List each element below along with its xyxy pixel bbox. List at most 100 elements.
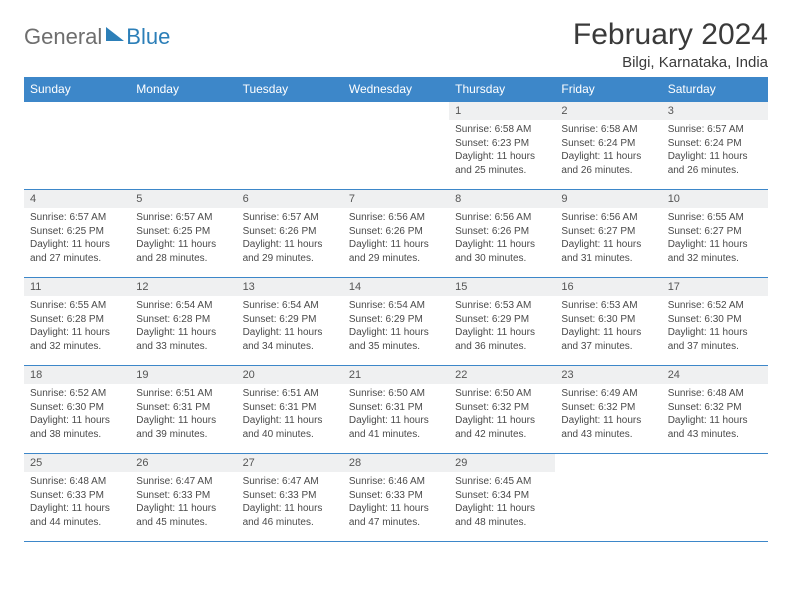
day-number: 16 (555, 278, 661, 296)
day-number: 28 (343, 454, 449, 472)
calendar-day-cell: 9Sunrise: 6:56 AMSunset: 6:27 PMDaylight… (555, 190, 661, 278)
page-header: General Blue February 2024 Bilgi, Karnat… (24, 18, 768, 71)
day-data: Sunrise: 6:50 AMSunset: 6:31 PMDaylight:… (343, 384, 449, 445)
calendar-day-cell: 2Sunrise: 6:58 AMSunset: 6:24 PMDaylight… (555, 102, 661, 190)
calendar-day-cell: 29Sunrise: 6:45 AMSunset: 6:34 PMDayligh… (449, 454, 555, 542)
calendar-day-cell: 13Sunrise: 6:54 AMSunset: 6:29 PMDayligh… (237, 278, 343, 366)
calendar-body: 1Sunrise: 6:58 AMSunset: 6:23 PMDaylight… (24, 102, 768, 542)
day-data: Sunrise: 6:56 AMSunset: 6:26 PMDaylight:… (449, 208, 555, 269)
weekday-header: Tuesday (237, 77, 343, 102)
day-number: 15 (449, 278, 555, 296)
calendar-week-row: 4Sunrise: 6:57 AMSunset: 6:25 PMDaylight… (24, 190, 768, 278)
day-number: 6 (237, 190, 343, 208)
calendar-day-cell: 17Sunrise: 6:52 AMSunset: 6:30 PMDayligh… (662, 278, 768, 366)
day-data: Sunrise: 6:56 AMSunset: 6:27 PMDaylight:… (555, 208, 661, 269)
calendar-day-cell (130, 102, 236, 190)
day-data: Sunrise: 6:48 AMSunset: 6:33 PMDaylight:… (24, 472, 130, 533)
calendar-day-cell (555, 454, 661, 542)
day-data: Sunrise: 6:57 AMSunset: 6:25 PMDaylight:… (24, 208, 130, 269)
brand-logo: General Blue (24, 18, 170, 50)
calendar-week-row: 18Sunrise: 6:52 AMSunset: 6:30 PMDayligh… (24, 366, 768, 454)
calendar-day-cell (237, 102, 343, 190)
day-number: 8 (449, 190, 555, 208)
day-data: Sunrise: 6:57 AMSunset: 6:25 PMDaylight:… (130, 208, 236, 269)
calendar-day-cell: 12Sunrise: 6:54 AMSunset: 6:28 PMDayligh… (130, 278, 236, 366)
day-number: 25 (24, 454, 130, 472)
day-data: Sunrise: 6:57 AMSunset: 6:26 PMDaylight:… (237, 208, 343, 269)
day-data: Sunrise: 6:45 AMSunset: 6:34 PMDaylight:… (449, 472, 555, 533)
weekday-header: Thursday (449, 77, 555, 102)
calendar-day-cell: 14Sunrise: 6:54 AMSunset: 6:29 PMDayligh… (343, 278, 449, 366)
day-data: Sunrise: 6:52 AMSunset: 6:30 PMDaylight:… (662, 296, 768, 357)
logo-text-general: General (24, 24, 102, 50)
day-number: 27 (237, 454, 343, 472)
calendar-day-cell: 28Sunrise: 6:46 AMSunset: 6:33 PMDayligh… (343, 454, 449, 542)
weekday-header: Sunday (24, 77, 130, 102)
day-data: Sunrise: 6:46 AMSunset: 6:33 PMDaylight:… (343, 472, 449, 533)
day-number: 21 (343, 366, 449, 384)
calendar-day-cell (343, 102, 449, 190)
day-data: Sunrise: 6:48 AMSunset: 6:32 PMDaylight:… (662, 384, 768, 445)
calendar-day-cell: 10Sunrise: 6:55 AMSunset: 6:27 PMDayligh… (662, 190, 768, 278)
day-number: 7 (343, 190, 449, 208)
calendar-day-cell: 27Sunrise: 6:47 AMSunset: 6:33 PMDayligh… (237, 454, 343, 542)
day-number: 22 (449, 366, 555, 384)
day-number: 19 (130, 366, 236, 384)
calendar-page: General Blue February 2024 Bilgi, Karnat… (0, 0, 792, 560)
calendar-day-cell (24, 102, 130, 190)
day-number: 14 (343, 278, 449, 296)
day-data: Sunrise: 6:55 AMSunset: 6:27 PMDaylight:… (662, 208, 768, 269)
calendar-day-cell: 21Sunrise: 6:50 AMSunset: 6:31 PMDayligh… (343, 366, 449, 454)
day-data: Sunrise: 6:54 AMSunset: 6:29 PMDaylight:… (237, 296, 343, 357)
calendar-week-row: 25Sunrise: 6:48 AMSunset: 6:33 PMDayligh… (24, 454, 768, 542)
calendar-day-cell: 22Sunrise: 6:50 AMSunset: 6:32 PMDayligh… (449, 366, 555, 454)
day-data: Sunrise: 6:54 AMSunset: 6:28 PMDaylight:… (130, 296, 236, 357)
calendar-table: SundayMondayTuesdayWednesdayThursdayFrid… (24, 77, 768, 542)
calendar-day-cell: 18Sunrise: 6:52 AMSunset: 6:30 PMDayligh… (24, 366, 130, 454)
logo-text-blue: Blue (126, 24, 170, 50)
day-number: 11 (24, 278, 130, 296)
day-number: 24 (662, 366, 768, 384)
day-data: Sunrise: 6:50 AMSunset: 6:32 PMDaylight:… (449, 384, 555, 445)
day-number: 23 (555, 366, 661, 384)
calendar-day-cell: 8Sunrise: 6:56 AMSunset: 6:26 PMDaylight… (449, 190, 555, 278)
day-data: Sunrise: 6:56 AMSunset: 6:26 PMDaylight:… (343, 208, 449, 269)
day-data: Sunrise: 6:54 AMSunset: 6:29 PMDaylight:… (343, 296, 449, 357)
calendar-day-cell: 3Sunrise: 6:57 AMSunset: 6:24 PMDaylight… (662, 102, 768, 190)
weekday-header: Saturday (662, 77, 768, 102)
calendar-day-cell: 26Sunrise: 6:47 AMSunset: 6:33 PMDayligh… (130, 454, 236, 542)
day-data: Sunrise: 6:58 AMSunset: 6:24 PMDaylight:… (555, 120, 661, 181)
calendar-day-cell: 15Sunrise: 6:53 AMSunset: 6:29 PMDayligh… (449, 278, 555, 366)
calendar-day-cell (662, 454, 768, 542)
location-label: Bilgi, Karnataka, India (573, 54, 768, 71)
weekday-header-row: SundayMondayTuesdayWednesdayThursdayFrid… (24, 77, 768, 102)
day-data: Sunrise: 6:47 AMSunset: 6:33 PMDaylight:… (237, 472, 343, 533)
day-number: 2 (555, 102, 661, 120)
day-number: 12 (130, 278, 236, 296)
day-number: 26 (130, 454, 236, 472)
day-data: Sunrise: 6:49 AMSunset: 6:32 PMDaylight:… (555, 384, 661, 445)
calendar-day-cell: 23Sunrise: 6:49 AMSunset: 6:32 PMDayligh… (555, 366, 661, 454)
calendar-day-cell: 20Sunrise: 6:51 AMSunset: 6:31 PMDayligh… (237, 366, 343, 454)
day-number: 4 (24, 190, 130, 208)
day-data: Sunrise: 6:58 AMSunset: 6:23 PMDaylight:… (449, 120, 555, 181)
day-number: 9 (555, 190, 661, 208)
calendar-day-cell: 7Sunrise: 6:56 AMSunset: 6:26 PMDaylight… (343, 190, 449, 278)
day-data: Sunrise: 6:51 AMSunset: 6:31 PMDaylight:… (130, 384, 236, 445)
calendar-week-row: 11Sunrise: 6:55 AMSunset: 6:28 PMDayligh… (24, 278, 768, 366)
day-data: Sunrise: 6:47 AMSunset: 6:33 PMDaylight:… (130, 472, 236, 533)
day-data: Sunrise: 6:52 AMSunset: 6:30 PMDaylight:… (24, 384, 130, 445)
day-data: Sunrise: 6:55 AMSunset: 6:28 PMDaylight:… (24, 296, 130, 357)
day-number: 1 (449, 102, 555, 120)
calendar-day-cell: 1Sunrise: 6:58 AMSunset: 6:23 PMDaylight… (449, 102, 555, 190)
title-block: February 2024 Bilgi, Karnataka, India (573, 18, 768, 71)
weekday-header: Wednesday (343, 77, 449, 102)
calendar-day-cell: 19Sunrise: 6:51 AMSunset: 6:31 PMDayligh… (130, 366, 236, 454)
day-number: 20 (237, 366, 343, 384)
day-number: 13 (237, 278, 343, 296)
day-data: Sunrise: 6:57 AMSunset: 6:24 PMDaylight:… (662, 120, 768, 181)
calendar-day-cell: 6Sunrise: 6:57 AMSunset: 6:26 PMDaylight… (237, 190, 343, 278)
day-number: 17 (662, 278, 768, 296)
calendar-day-cell: 16Sunrise: 6:53 AMSunset: 6:30 PMDayligh… (555, 278, 661, 366)
day-data: Sunrise: 6:53 AMSunset: 6:30 PMDaylight:… (555, 296, 661, 357)
